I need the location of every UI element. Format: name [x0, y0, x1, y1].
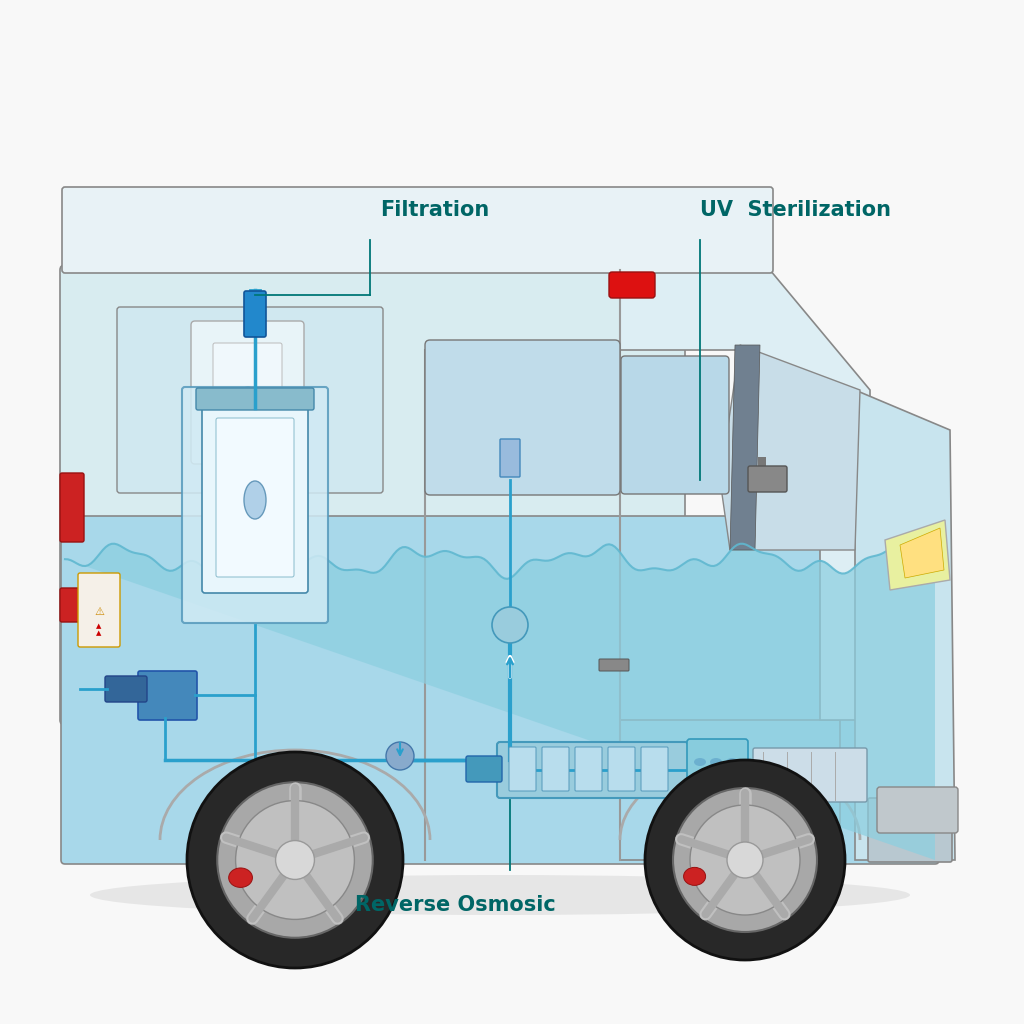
FancyBboxPatch shape — [500, 439, 520, 477]
Polygon shape — [620, 720, 840, 860]
Polygon shape — [855, 390, 955, 860]
Ellipse shape — [694, 758, 706, 766]
Ellipse shape — [228, 868, 253, 888]
Circle shape — [386, 742, 414, 770]
Ellipse shape — [244, 481, 266, 519]
Ellipse shape — [726, 758, 738, 766]
Circle shape — [673, 788, 817, 932]
FancyBboxPatch shape — [105, 676, 147, 702]
FancyBboxPatch shape — [877, 787, 958, 833]
Polygon shape — [885, 520, 950, 590]
FancyBboxPatch shape — [621, 356, 729, 494]
Circle shape — [236, 801, 354, 920]
Circle shape — [645, 760, 845, 961]
FancyBboxPatch shape — [62, 187, 773, 273]
FancyBboxPatch shape — [609, 272, 655, 298]
FancyBboxPatch shape — [687, 739, 748, 783]
FancyBboxPatch shape — [61, 516, 939, 864]
FancyBboxPatch shape — [753, 748, 867, 802]
FancyBboxPatch shape — [868, 798, 952, 862]
FancyBboxPatch shape — [213, 343, 282, 447]
FancyBboxPatch shape — [60, 588, 84, 622]
FancyBboxPatch shape — [509, 746, 536, 791]
Ellipse shape — [684, 867, 706, 886]
Text: ⚠: ⚠ — [94, 607, 104, 617]
FancyBboxPatch shape — [60, 473, 84, 542]
FancyBboxPatch shape — [497, 742, 688, 798]
FancyBboxPatch shape — [425, 340, 620, 495]
Text: ▲
▲: ▲ ▲ — [96, 624, 101, 637]
Polygon shape — [730, 345, 760, 550]
Polygon shape — [720, 345, 860, 550]
Circle shape — [492, 607, 528, 643]
FancyBboxPatch shape — [202, 397, 308, 593]
Ellipse shape — [239, 386, 257, 414]
Circle shape — [217, 782, 373, 938]
FancyBboxPatch shape — [191, 321, 304, 464]
Text: Reverse Osmosic: Reverse Osmosic — [354, 895, 555, 915]
Circle shape — [727, 842, 763, 878]
FancyBboxPatch shape — [575, 746, 602, 791]
Ellipse shape — [710, 758, 722, 766]
Text: UV  Sterilization: UV Sterilization — [700, 200, 891, 220]
FancyBboxPatch shape — [216, 418, 294, 577]
FancyBboxPatch shape — [60, 265, 685, 725]
Ellipse shape — [90, 874, 910, 915]
FancyBboxPatch shape — [748, 466, 787, 492]
FancyBboxPatch shape — [599, 659, 629, 671]
FancyBboxPatch shape — [196, 388, 314, 410]
Polygon shape — [900, 528, 944, 578]
FancyBboxPatch shape — [182, 387, 328, 623]
FancyBboxPatch shape — [78, 573, 120, 647]
Circle shape — [187, 752, 403, 968]
Polygon shape — [620, 270, 870, 720]
FancyBboxPatch shape — [466, 756, 502, 782]
FancyBboxPatch shape — [542, 746, 569, 791]
FancyBboxPatch shape — [608, 746, 635, 791]
FancyBboxPatch shape — [138, 671, 197, 720]
Text: Filtration: Filtration — [380, 200, 489, 220]
FancyBboxPatch shape — [758, 457, 766, 475]
Circle shape — [275, 841, 314, 880]
Polygon shape — [65, 544, 935, 860]
FancyBboxPatch shape — [508, 753, 542, 777]
FancyBboxPatch shape — [244, 291, 266, 337]
FancyBboxPatch shape — [117, 307, 383, 493]
FancyBboxPatch shape — [641, 746, 668, 791]
Circle shape — [690, 805, 800, 915]
